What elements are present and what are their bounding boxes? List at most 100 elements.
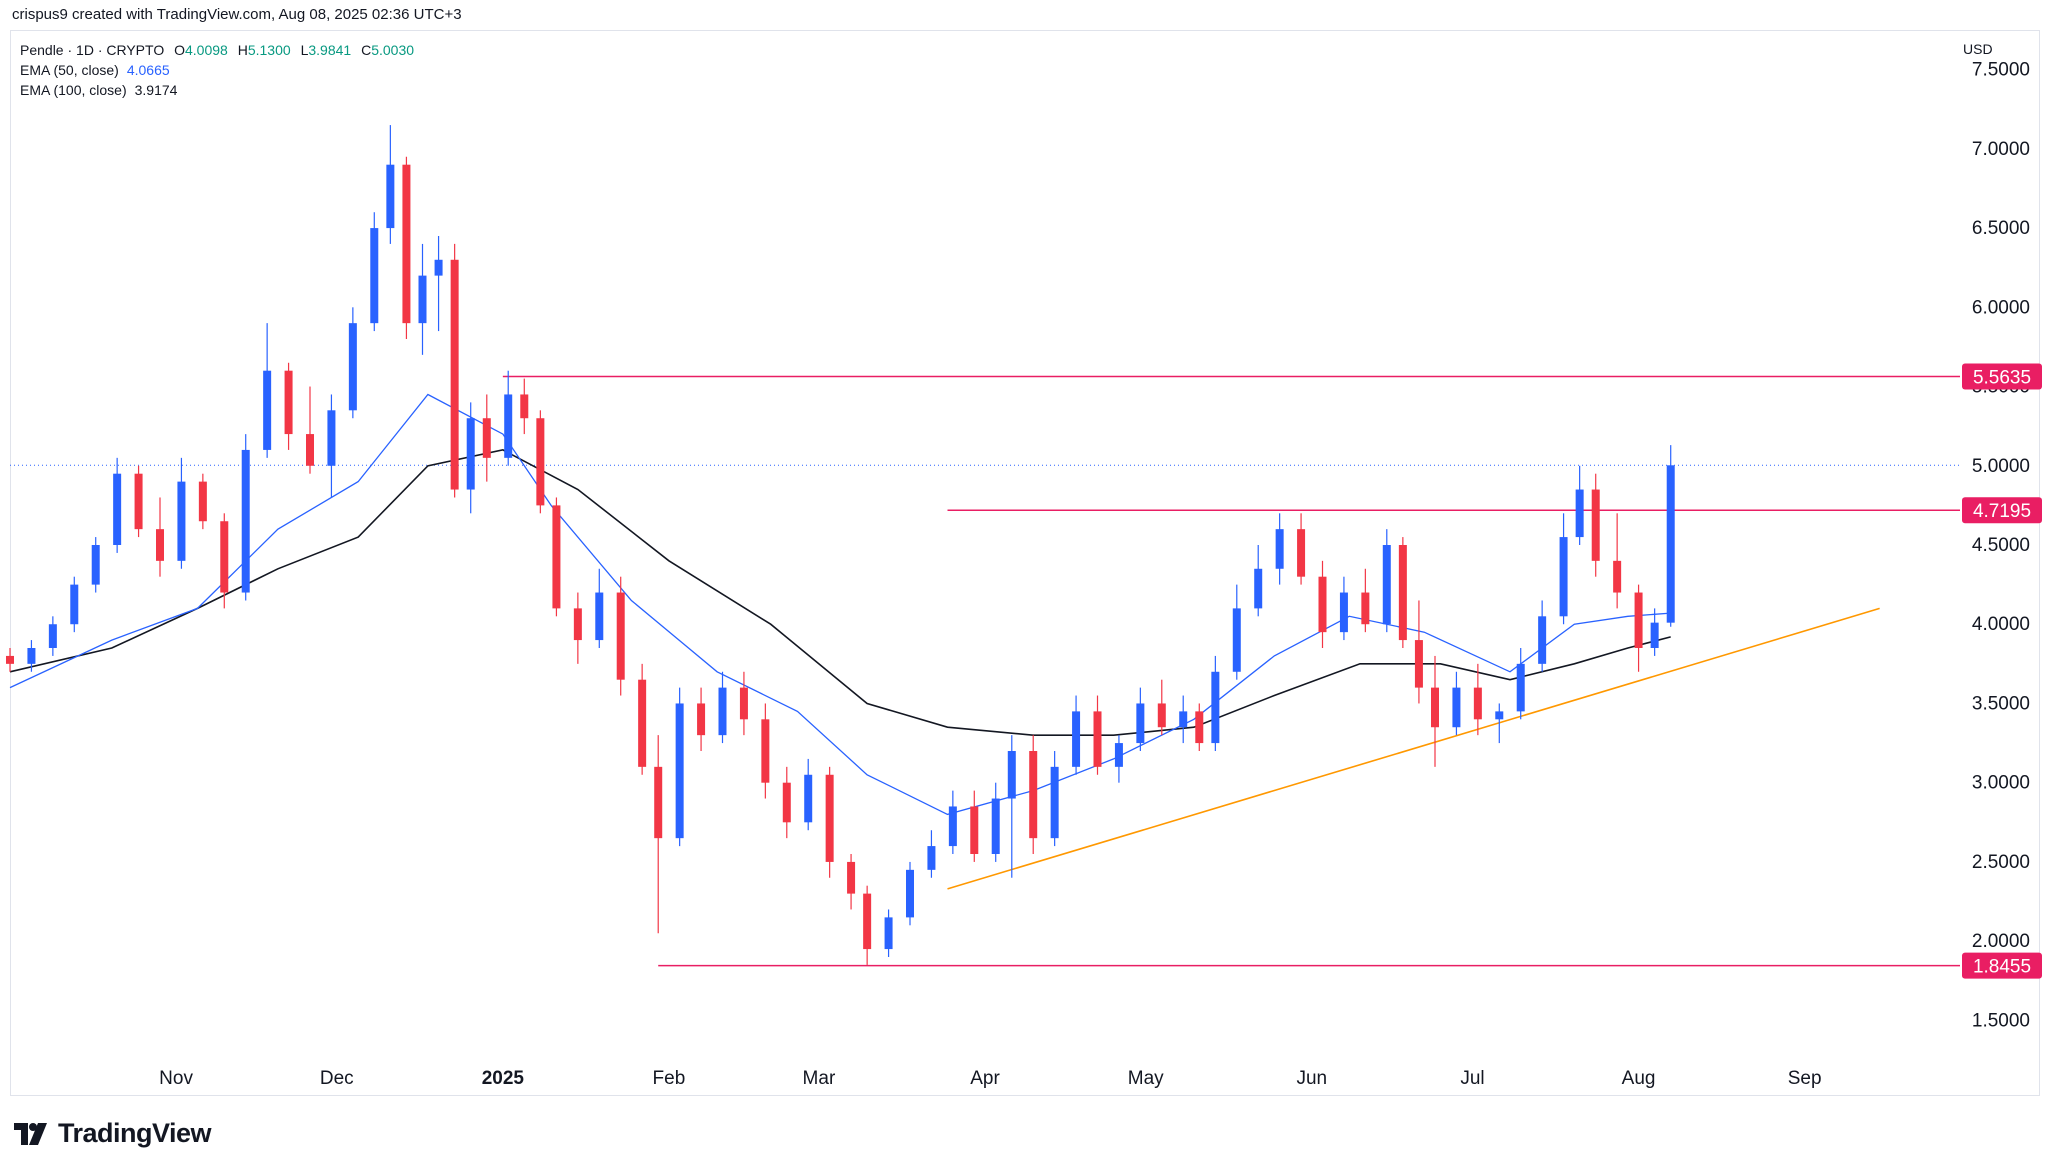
- x-tick-label: Nov: [159, 1068, 193, 1089]
- candle-body: [1650, 622, 1659, 648]
- candle-body: [1382, 545, 1391, 625]
- candle-body: [847, 861, 856, 894]
- candle-body: [970, 806, 979, 854]
- ohlc-row: Pendle · 1D · CRYPTO O4.0098 H5.1300 L3.…: [20, 40, 414, 60]
- candle-body: [1431, 687, 1439, 728]
- currency-label: USD: [1963, 41, 1993, 57]
- x-tick-label: Aug: [1622, 1068, 1656, 1089]
- close-label: C: [361, 42, 372, 58]
- ema100-legend-row[interactable]: EMA (100, close) 3.9174: [20, 80, 414, 100]
- level-price-label: 1.8455: [1973, 957, 2031, 978]
- candle-body: [1613, 560, 1622, 593]
- candle-body: [198, 481, 207, 522]
- tradingview-logo[interactable]: TradingView: [14, 1118, 212, 1149]
- candle-body: [948, 806, 957, 847]
- candle-body: [675, 703, 684, 839]
- chart-credit: crispus9 created with TradingView.com, A…: [12, 6, 462, 23]
- candle-body: [1179, 711, 1188, 728]
- level-price-tag: [1962, 497, 2042, 524]
- y-tick-label: 2.0000: [1972, 931, 2030, 952]
- candle-body: [156, 529, 164, 561]
- candle-body: [1157, 703, 1166, 728]
- candle-body: [450, 259, 459, 490]
- candle-body: [348, 323, 357, 411]
- candle-body: [1575, 489, 1584, 538]
- candle-body: [263, 370, 272, 450]
- x-tick-label: Apr: [970, 1068, 1000, 1089]
- level-price-label: 5.5635: [1973, 367, 2031, 388]
- y-tick-label: 6.5000: [1972, 218, 2030, 239]
- candle-body: [782, 782, 791, 823]
- ema100-value: 3.9174: [134, 82, 178, 98]
- candle-body: [466, 418, 475, 490]
- high-value: 5.1300: [247, 42, 291, 58]
- candle-body: [1050, 766, 1059, 839]
- candle-body: [1297, 529, 1306, 577]
- candle-body: [1452, 687, 1461, 728]
- candle-body: [552, 505, 561, 609]
- candle-body: [1666, 465, 1675, 623]
- candle-body: [1414, 640, 1423, 688]
- candle-body: [177, 481, 186, 561]
- candle-body: [906, 869, 914, 918]
- ema50-legend-row[interactable]: EMA (50, close) 4.0665: [20, 60, 414, 80]
- candle-body: [1318, 576, 1327, 633]
- x-tick-label: Mar: [803, 1068, 836, 1089]
- candle-body: [418, 275, 427, 324]
- x-tick-label: 2025: [482, 1068, 525, 1089]
- y-tick-label: 1.5000: [1972, 1010, 2030, 1031]
- ema100-label: EMA (100, close): [20, 82, 127, 98]
- candle-body: [1029, 751, 1038, 839]
- candle-body: [616, 592, 625, 680]
- open-label: O: [174, 42, 185, 58]
- candle-body: [1211, 671, 1220, 744]
- candle-body: [1398, 545, 1407, 641]
- candle-body: [1072, 711, 1081, 767]
- candle-body: [1339, 592, 1348, 633]
- candle-body: [884, 917, 893, 950]
- symbol-label[interactable]: Pendle · 1D · CRYPTO: [20, 42, 165, 58]
- candle-body: [134, 473, 143, 530]
- candle-body: [654, 766, 663, 839]
- candle-body: [1195, 711, 1204, 744]
- candle-body: [113, 473, 122, 545]
- ema100-line: [9, 449, 1671, 737]
- x-tick-label: Sep: [1788, 1068, 1822, 1089]
- candle-body: [1361, 592, 1370, 625]
- candle-body: [1114, 743, 1123, 767]
- candle-body: [1559, 537, 1568, 617]
- candle-body: [1275, 529, 1284, 569]
- x-tick-label: Feb: [653, 1068, 686, 1089]
- candle-body: [1538, 616, 1547, 664]
- level-price-tag: [1962, 952, 2042, 979]
- candle-body: [1495, 711, 1504, 720]
- candle-body: [91, 545, 100, 585]
- y-tick-label: 2.5000: [1972, 852, 2030, 873]
- candle-body: [718, 687, 727, 736]
- open-value: 4.0098: [185, 42, 228, 58]
- y-tick-label: 7.5000: [1972, 60, 2030, 81]
- candle-body: [1093, 711, 1102, 767]
- ema50-label: EMA (50, close): [20, 62, 119, 78]
- candle-body: [638, 679, 647, 767]
- candle-body: [1007, 751, 1016, 799]
- candle-body: [1473, 687, 1482, 720]
- x-tick-label: May: [1128, 1068, 1164, 1089]
- candle-body: [697, 703, 706, 736]
- level-price-label: 4.7195: [1973, 501, 2031, 522]
- candle-body: [327, 410, 336, 466]
- candle-body: [386, 164, 395, 229]
- candle-body: [482, 418, 491, 458]
- chart-frame: [10, 30, 2040, 1096]
- candle-body: [536, 418, 545, 506]
- x-tick-label: Jun: [1296, 1068, 1327, 1089]
- candle-body: [1232, 608, 1241, 672]
- candle-body: [927, 846, 936, 870]
- candle-body: [1634, 592, 1643, 648]
- candle-body: [370, 228, 379, 324]
- y-tick-label: 3.5000: [1972, 693, 2030, 714]
- candle-body: [70, 584, 79, 625]
- candle-body: [220, 521, 229, 593]
- candle-body: [1254, 568, 1263, 609]
